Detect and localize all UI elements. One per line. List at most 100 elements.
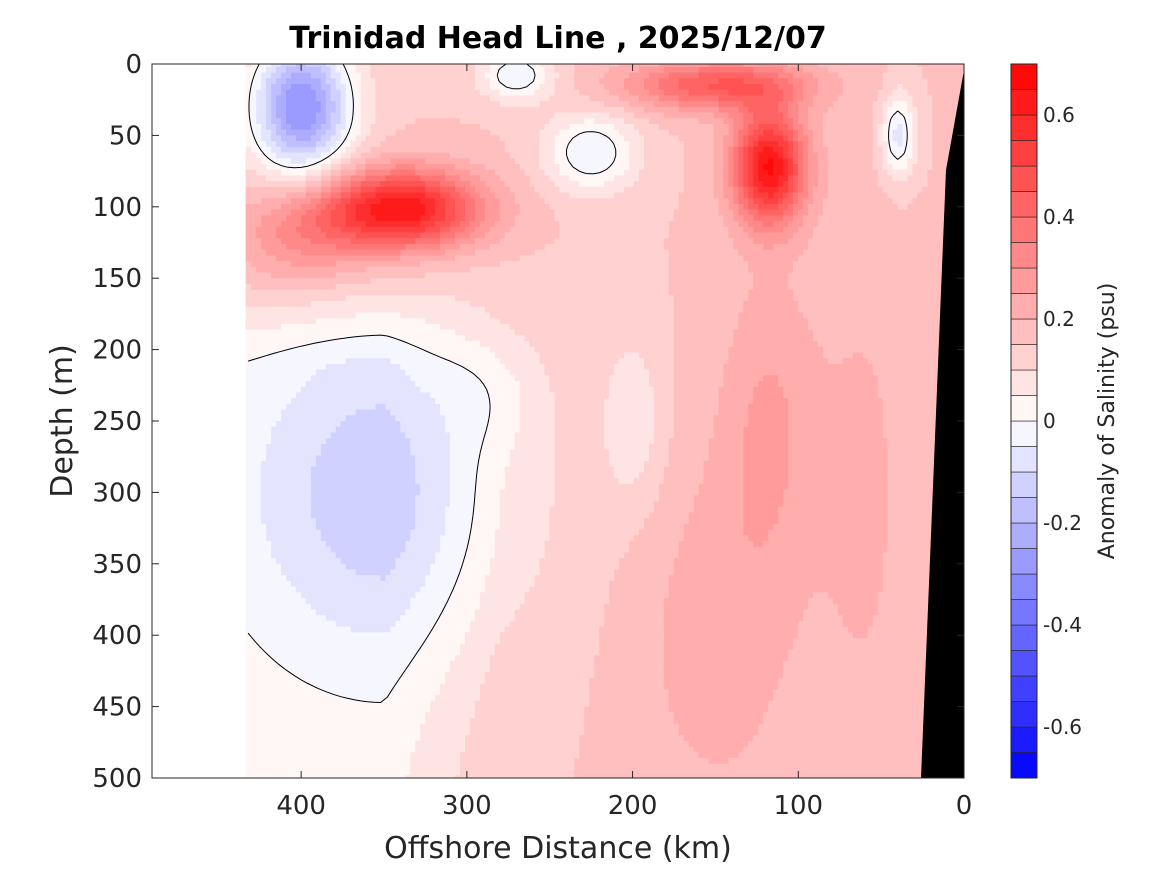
contour-cell [817,700,823,708]
contour-cell [827,215,833,222]
contour-cell [797,529,804,536]
contour-cell [896,232,903,239]
contour-cell [916,181,923,188]
contour-cell [877,752,883,759]
contour-cell [881,603,888,611]
contour-cell [891,106,898,114]
contour-cell [787,438,794,445]
contour-cell [872,318,878,325]
contour-cell [807,689,813,696]
contour-cell [797,426,804,434]
contour-cell [926,209,933,216]
contour-cell [916,609,923,616]
contour-cell [787,221,794,228]
contour-cell [862,352,868,359]
contour-cell [896,95,903,102]
contour-cell [797,169,804,176]
contour-cell [777,512,784,519]
contour-cell [946,118,953,125]
contour-cell [926,443,933,451]
contour-cell [857,506,863,513]
contour-cell [842,261,848,268]
contour-cell [931,232,938,239]
contour-cell [777,249,784,256]
contour-cell [827,443,833,451]
contour-cell [812,169,818,176]
contour-cell [891,438,898,445]
contour-cell [767,198,774,205]
contour-cell [802,638,808,645]
contour-cell [807,289,813,296]
contour-cell [901,666,908,673]
contour-cell [877,323,883,331]
contour-cell [857,135,863,142]
contour-cell [916,603,923,611]
contour-cell [916,649,923,656]
contour-cell [837,375,843,382]
contour-cell [782,638,789,645]
contour-cell [877,112,883,119]
contour-cell [872,221,878,228]
contour-cell [827,700,833,708]
contour-cell [881,546,888,553]
contour-cell [862,518,868,525]
contour-cell [787,598,794,605]
contour-cell [877,238,883,245]
contour-cell [777,209,784,216]
contour-cell [817,341,823,348]
contour-cell [881,472,888,479]
contour-cell [857,489,863,496]
contour-cell [906,232,913,239]
contour-cell [842,72,848,79]
contour-cell [877,586,883,593]
contour-cell [802,660,808,668]
contour-cell [847,472,853,479]
contour-cell [941,169,948,176]
contour-cell [812,689,818,696]
contour-cell [926,278,933,285]
contour-cell [901,775,908,778]
contour-cell [936,106,943,114]
contour-cell [886,638,893,645]
contour-cell [802,449,808,456]
contour-cell [886,540,893,548]
contour-cell [867,106,873,114]
contour-cell [797,295,804,302]
contour-cell [832,146,838,154]
contour-cell [906,495,913,502]
contour-cell [792,232,799,239]
contour-cell [787,181,794,188]
contour-cell [867,375,873,382]
contour-cell [797,769,804,776]
contour-cell [931,432,938,439]
contour-cell [886,272,893,279]
contour-cell [777,381,784,388]
contour-cell [792,729,799,736]
contour-cell [891,369,898,376]
contour-cell [931,306,938,314]
contour-cell [787,752,794,759]
contour-cell [767,472,774,479]
contour-cell [867,78,873,85]
contour-cell [931,278,938,285]
contour-cell [812,192,818,199]
contour-cell [852,660,858,668]
contour-cell [792,358,799,365]
contour-cell [867,238,873,245]
contour-cell [827,535,833,542]
contour-cell [877,723,883,731]
contour-cell [857,638,863,645]
contour-cell [906,146,913,154]
contour-cell [891,64,898,68]
contour-cell [862,72,868,79]
contour-cell [812,472,818,479]
contour-cell [872,626,878,633]
contour-cell [782,289,789,296]
contour-cell [926,523,933,531]
contour-cell [782,438,789,445]
contour-cell [881,700,888,708]
contour-cell [936,152,943,159]
contour-cell [792,609,799,616]
contour-cell [867,666,873,673]
contour-cell [847,318,853,325]
